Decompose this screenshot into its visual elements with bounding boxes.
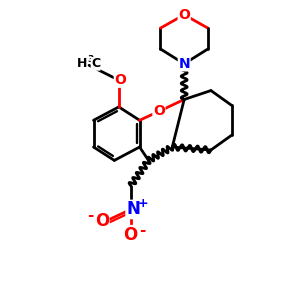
Text: C: C <box>91 57 100 70</box>
Text: O: O <box>124 226 138 244</box>
Text: 3: 3 <box>88 55 94 64</box>
Text: -: - <box>139 223 145 238</box>
Text: O: O <box>178 8 190 22</box>
Text: -: - <box>87 208 93 224</box>
Text: O: O <box>114 73 126 87</box>
Text: O: O <box>153 104 165 118</box>
Text: O: O <box>95 212 109 230</box>
Text: N: N <box>126 200 140 218</box>
Text: H: H <box>77 57 88 70</box>
Text: N: N <box>178 57 190 71</box>
Text: +: + <box>138 197 148 210</box>
